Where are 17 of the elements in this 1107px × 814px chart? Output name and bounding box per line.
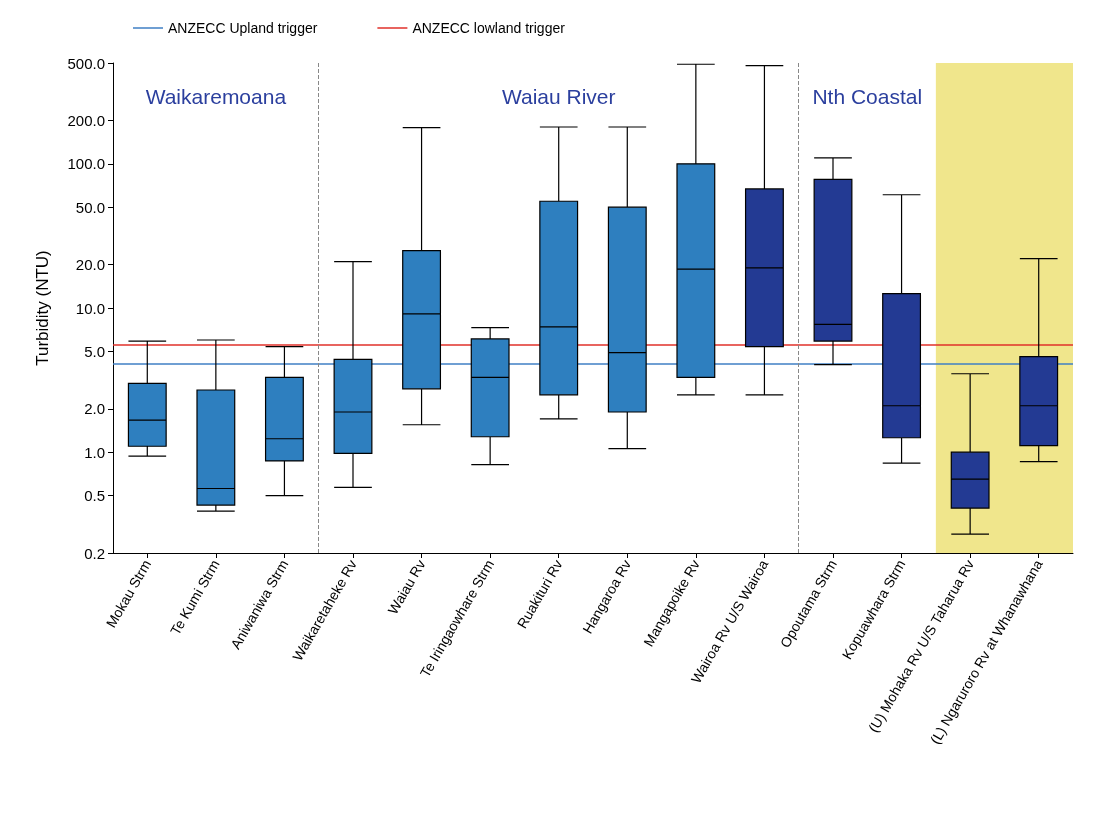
y-tick-label: 100.0	[67, 155, 105, 173]
legend-label: ANZECC lowland trigger	[412, 20, 566, 36]
y-tick-label: 5.0	[84, 342, 105, 360]
y-tick-label: 10.0	[75, 299, 105, 317]
y-tick-label: 20.0	[75, 256, 105, 274]
y-axis-title: Turbidity (NTU)	[33, 250, 52, 366]
y-tick-label: 0.5	[84, 487, 105, 505]
y-tick-label: 2.0	[84, 400, 105, 418]
y-tick-label: 500.0	[67, 54, 105, 72]
y-tick-label: 200.0	[67, 111, 105, 129]
y-tick-label: 1.0	[84, 443, 105, 461]
annotation: Waiau River	[501, 85, 616, 108]
legend-label: ANZECC Upland trigger	[168, 20, 318, 36]
y-tick-label: 50.0	[75, 198, 105, 216]
annotation: Waikaremoana	[145, 85, 287, 108]
y-tick-label: 0.2	[84, 544, 105, 562]
annotation: Nth Coastal	[812, 85, 923, 108]
